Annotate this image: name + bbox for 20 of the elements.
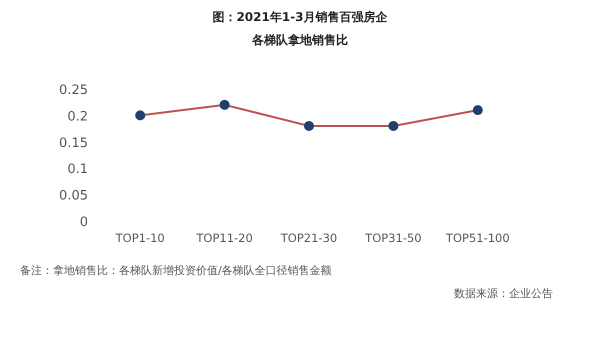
text: 备注：拿地销售比：各梯队新增投资价值/各梯队全口径销售金额 bbox=[20, 264, 332, 277]
y-tick-label: 0.1 bbox=[67, 162, 88, 178]
chart-title: 图：2021年1-3月销售百强房企 bbox=[212, 10, 389, 24]
y-tick-label: 0.2 bbox=[67, 109, 88, 124]
chart-subtitle: 各梯队拿地销售比 bbox=[251, 33, 348, 47]
y-tick-label: 0.15 bbox=[59, 136, 88, 151]
x-tick-label: TOP11-20 bbox=[195, 231, 253, 245]
x-tick-label: TOP1-10 bbox=[114, 231, 165, 245]
source-note: 数据来源：企业公告 bbox=[454, 287, 553, 300]
point bbox=[388, 120, 398, 131]
point bbox=[472, 105, 483, 116]
y-tick-label: 0.05 bbox=[59, 188, 88, 204]
x-tick-label: TOP31-50 bbox=[364, 231, 422, 245]
x-tick-label: TOP51-100 bbox=[444, 231, 510, 245]
y-tick-label: 0.25 bbox=[59, 83, 88, 98]
point bbox=[220, 100, 230, 110]
x-tick-label: TOP21-30 bbox=[280, 231, 338, 245]
y-tick-label: 0 bbox=[80, 215, 88, 230]
point bbox=[135, 110, 146, 120]
point bbox=[304, 120, 314, 131]
